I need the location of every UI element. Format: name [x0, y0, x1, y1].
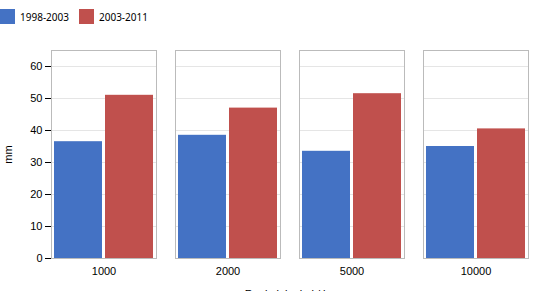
svg-text:40: 40: [30, 124, 42, 136]
svg-text:10000: 10000: [461, 265, 492, 277]
html-text:1998-2003: 1998-2003: [20, 9, 69, 24]
svg-text:mm: mm: [2, 145, 14, 163]
svg-text:2000: 2000: [216, 265, 240, 277]
svg-text:1000: 1000: [92, 265, 116, 277]
svg-text:20: 20: [30, 188, 42, 200]
svg-text:10: 10: [30, 220, 42, 232]
svg-text:30: 30: [30, 156, 42, 168]
svg-text:5000: 5000: [340, 265, 364, 277]
html-text:2003-2011: 2003-2011: [99, 9, 148, 24]
svg-text:50: 50: [30, 92, 42, 104]
svg-text:Runkuluku kpl / ha: Runkuluku kpl / ha: [245, 288, 336, 291]
svg-text:0: 0: [36, 252, 42, 264]
svg-text:60: 60: [30, 60, 42, 72]
